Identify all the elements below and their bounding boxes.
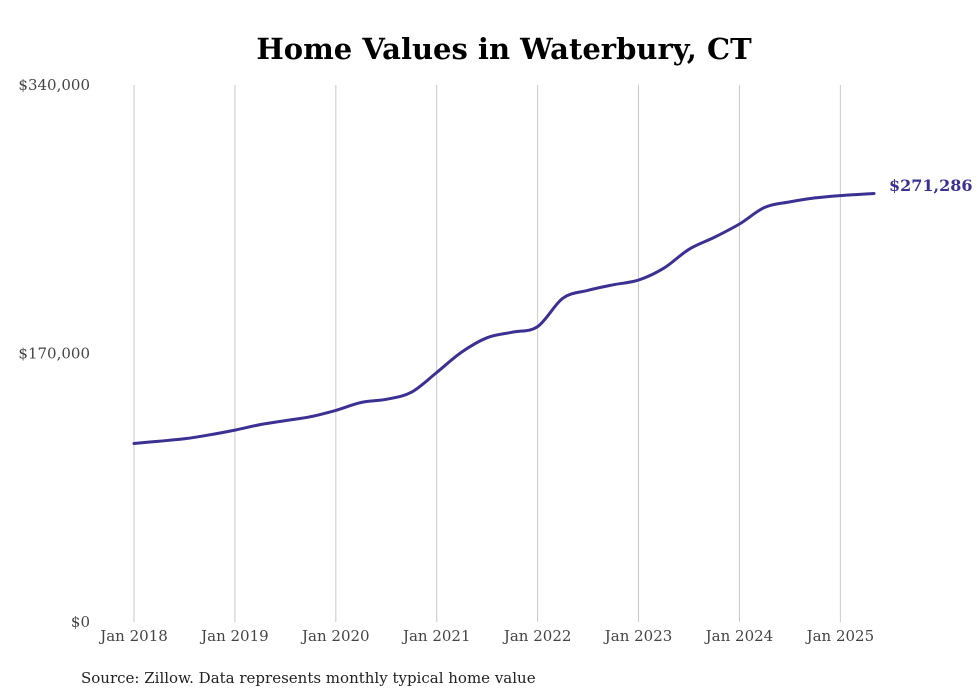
home-value-series-line <box>132 192 876 445</box>
y-tick-label: $340,000 <box>18 76 90 94</box>
gridlines <box>133 85 841 622</box>
y-tick-label: $170,000 <box>18 345 90 363</box>
x-tick-label: Jan 2021 <box>401 627 471 645</box>
x-tick-label: Jan 2024 <box>704 627 774 645</box>
chart-title: Home Values in Waterbury, CT <box>256 32 752 66</box>
y-tick-label: $0 <box>71 613 90 631</box>
source-note: Source: Zillow. Data represents monthly … <box>81 669 536 687</box>
x-axis-ticks: Jan 2018 Jan 2019 Jan 2020 Jan 2021 Jan 2022… <box>98 627 874 645</box>
x-tick-label: Jan 2019 <box>199 627 269 645</box>
x-tick-label: Jan 2025 <box>805 627 875 645</box>
x-tick-label: Jan 2023 <box>603 627 673 645</box>
x-tick-label: Jan 2018 <box>98 627 168 645</box>
x-tick-label: Jan 2020 <box>300 627 370 645</box>
x-tick-label: Jan 2022 <box>502 627 572 645</box>
y-axis-ticks: $0 $170,000 $340,000 <box>18 76 90 631</box>
last-value-label: $271,286 <box>889 176 973 195</box>
